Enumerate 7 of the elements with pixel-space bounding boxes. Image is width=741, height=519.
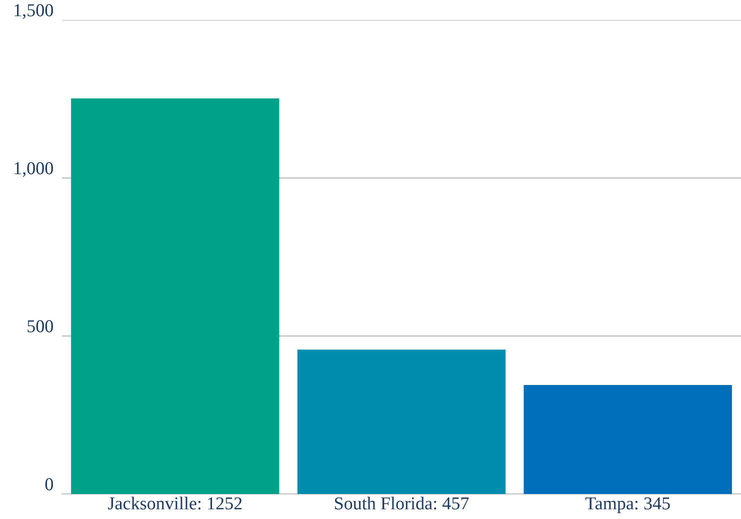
y-tick-label: 1,000 [14,162,53,177]
x-tick-label: Tampa: 345 [585,497,670,514]
x-tick-label: Jacksonville: 1252 [108,496,242,510]
y-tick-label: 0 [45,478,53,490]
y-tick-label: 1,500 [14,4,53,19]
y-tick-label: 500 [28,320,53,332]
x-tick-label: South Florida: 457 [334,496,469,510]
